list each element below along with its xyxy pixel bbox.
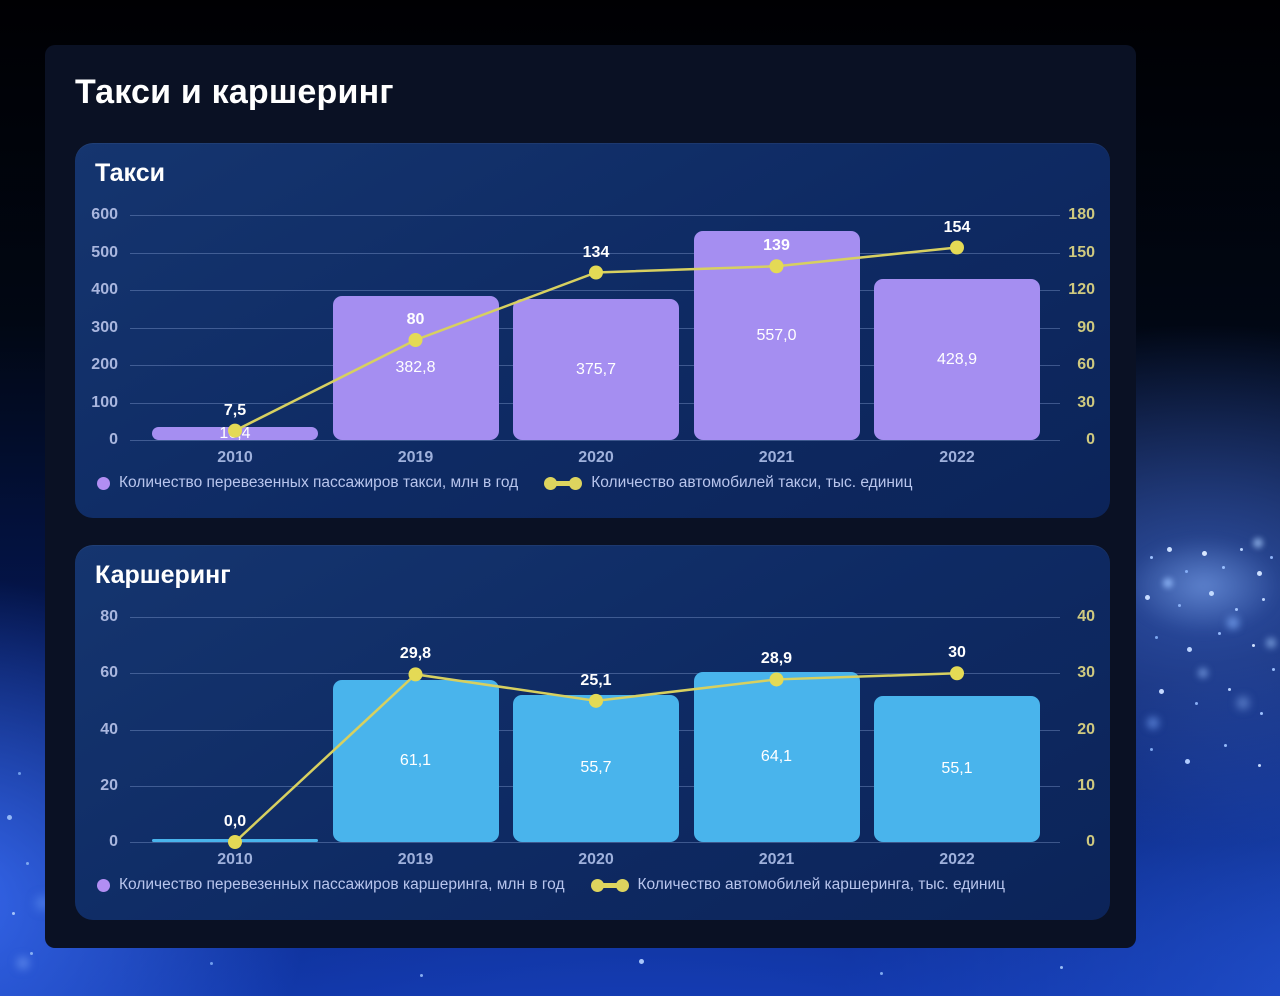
gridline	[130, 617, 1060, 618]
line-value-label: 80	[406, 311, 425, 328]
line-value-label: 0,0	[223, 813, 247, 830]
chart-title-carsharing: Каршеринг	[95, 561, 231, 589]
line-legend-dot	[590, 878, 604, 892]
category-label: 2021	[758, 851, 795, 868]
bar-legend-marker	[97, 878, 110, 892]
bar-legend-marker	[97, 476, 110, 490]
left-axis-tick: 300	[91, 318, 118, 336]
chart-title-taxi: Такси	[95, 159, 166, 187]
right-axis-tick: 120	[1068, 281, 1095, 298]
chart-legend-carsharing: Количество перевезенных пассажиров карше…	[97, 875, 1090, 895]
bar-value-label: 61,1	[399, 752, 432, 770]
legend-label-line: Количество автомобилей каршеринга, тыс. …	[637, 876, 1006, 893]
category-label: 2022	[939, 851, 975, 868]
right-axis-tick: 90	[1077, 318, 1095, 336]
bar-value-label: 55,1	[941, 760, 973, 778]
line-legend-dot	[569, 476, 583, 490]
right-axis-tick: 10	[1077, 776, 1095, 794]
bar-value-label: 557,0	[756, 326, 797, 344]
gridline	[130, 215, 1060, 216]
chart-plot-area-carsharing: 80 40 60 30 40 20 20 10 0 0 2010 2019 2020 2021 2022 61…	[75, 545, 1110, 920]
line-legend-segment	[555, 480, 572, 486]
line-legend-marker	[590, 878, 629, 892]
legend-label-bars: Количество перевезенных пассажиров карше…	[119, 876, 565, 893]
chart-plot-area-taxi: 600 180 500 150 400 120 300 90 200 60 100 30 0 0 2010 2…	[75, 143, 1110, 518]
left-axis-tick: 600	[91, 206, 118, 223]
right-axis-tick: 0	[1086, 833, 1095, 850]
bar-value-label: 55,7	[580, 759, 612, 777]
gridline	[130, 842, 1060, 843]
bar-value-label: 375,7	[575, 360, 617, 378]
category-label: 2019	[397, 449, 434, 466]
chart-card-taxi: Такси 600 180 500 150 400 120 300 90 200 60 100 30 0…	[75, 143, 1110, 518]
right-axis-tick: 150	[1068, 243, 1095, 261]
gridline	[130, 440, 1060, 441]
bar-value-label: 64,1	[760, 748, 793, 766]
left-axis-tick: 60	[100, 664, 118, 682]
right-axis-tick: 60	[1077, 356, 1095, 373]
bar	[152, 839, 318, 842]
line-value-label: 7,5	[223, 401, 247, 419]
category-label: 2019	[397, 851, 434, 868]
left-axis-tick: 40	[100, 720, 118, 738]
content-panel: Такси и каршеринг Такси 600 180 500 150 400 1…	[45, 45, 1136, 948]
line-legend-segment	[601, 882, 618, 888]
line-value-label: 29,8	[399, 645, 432, 663]
line-legend-marker	[544, 476, 583, 490]
line-value-label: 139	[763, 237, 790, 255]
bokeh-haze	[1126, 538, 1280, 634]
chart-card-carsharing: Каршеринг 80 40 60 30 40 20 20 10 0 0 2010 2019 2020…	[75, 545, 1110, 920]
left-axis-tick: 20	[100, 776, 118, 794]
category-label: 2010	[217, 851, 253, 868]
line-legend-dot	[544, 476, 558, 490]
line-value-label: 154	[943, 218, 971, 236]
bar-value-label: 16,4	[219, 424, 251, 442]
left-axis-tick: 100	[91, 393, 118, 411]
right-axis-tick: 40	[1077, 608, 1095, 625]
left-axis-tick: 500	[91, 243, 118, 261]
line-value-label: 134	[582, 243, 610, 261]
category-label: 2010	[217, 449, 253, 466]
category-label: 2022	[939, 449, 975, 466]
legend-label-bars: Количество перевезенных пассажиров такси…	[119, 474, 519, 491]
right-axis-tick: 30	[1077, 393, 1095, 411]
left-axis-tick: 400	[91, 281, 118, 298]
left-axis-tick: 80	[100, 608, 118, 625]
line-legend-dot	[615, 878, 629, 892]
line-value-label: 28,9	[760, 650, 793, 668]
right-axis-tick: 180	[1068, 206, 1095, 223]
category-label: 2020	[578, 851, 614, 868]
legend-label-line: Количество автомобилей такси, тыс. едини…	[591, 474, 913, 491]
right-axis-tick: 0	[1086, 431, 1095, 448]
line-value-label: 25,1	[580, 671, 612, 689]
category-label: 2020	[578, 449, 614, 466]
category-label: 2021	[758, 449, 795, 466]
page-title: Такси и каршеринг	[75, 73, 394, 111]
bar-value-label: 428,9	[936, 350, 978, 368]
line-value-label: 30	[948, 644, 966, 662]
left-axis-tick: 0	[109, 431, 118, 448]
left-axis-tick: 200	[91, 356, 118, 373]
right-axis-tick: 30	[1077, 664, 1095, 682]
left-axis-tick: 0	[109, 833, 118, 850]
line-point	[589, 265, 603, 280]
bar-value-label: 382,8	[395, 359, 436, 377]
chart-legend-taxi: Количество перевезенных пассажиров такси…	[97, 473, 1090, 493]
bokeh-particles-soft	[0, 0, 6, 6]
right-axis-tick: 20	[1077, 720, 1095, 738]
